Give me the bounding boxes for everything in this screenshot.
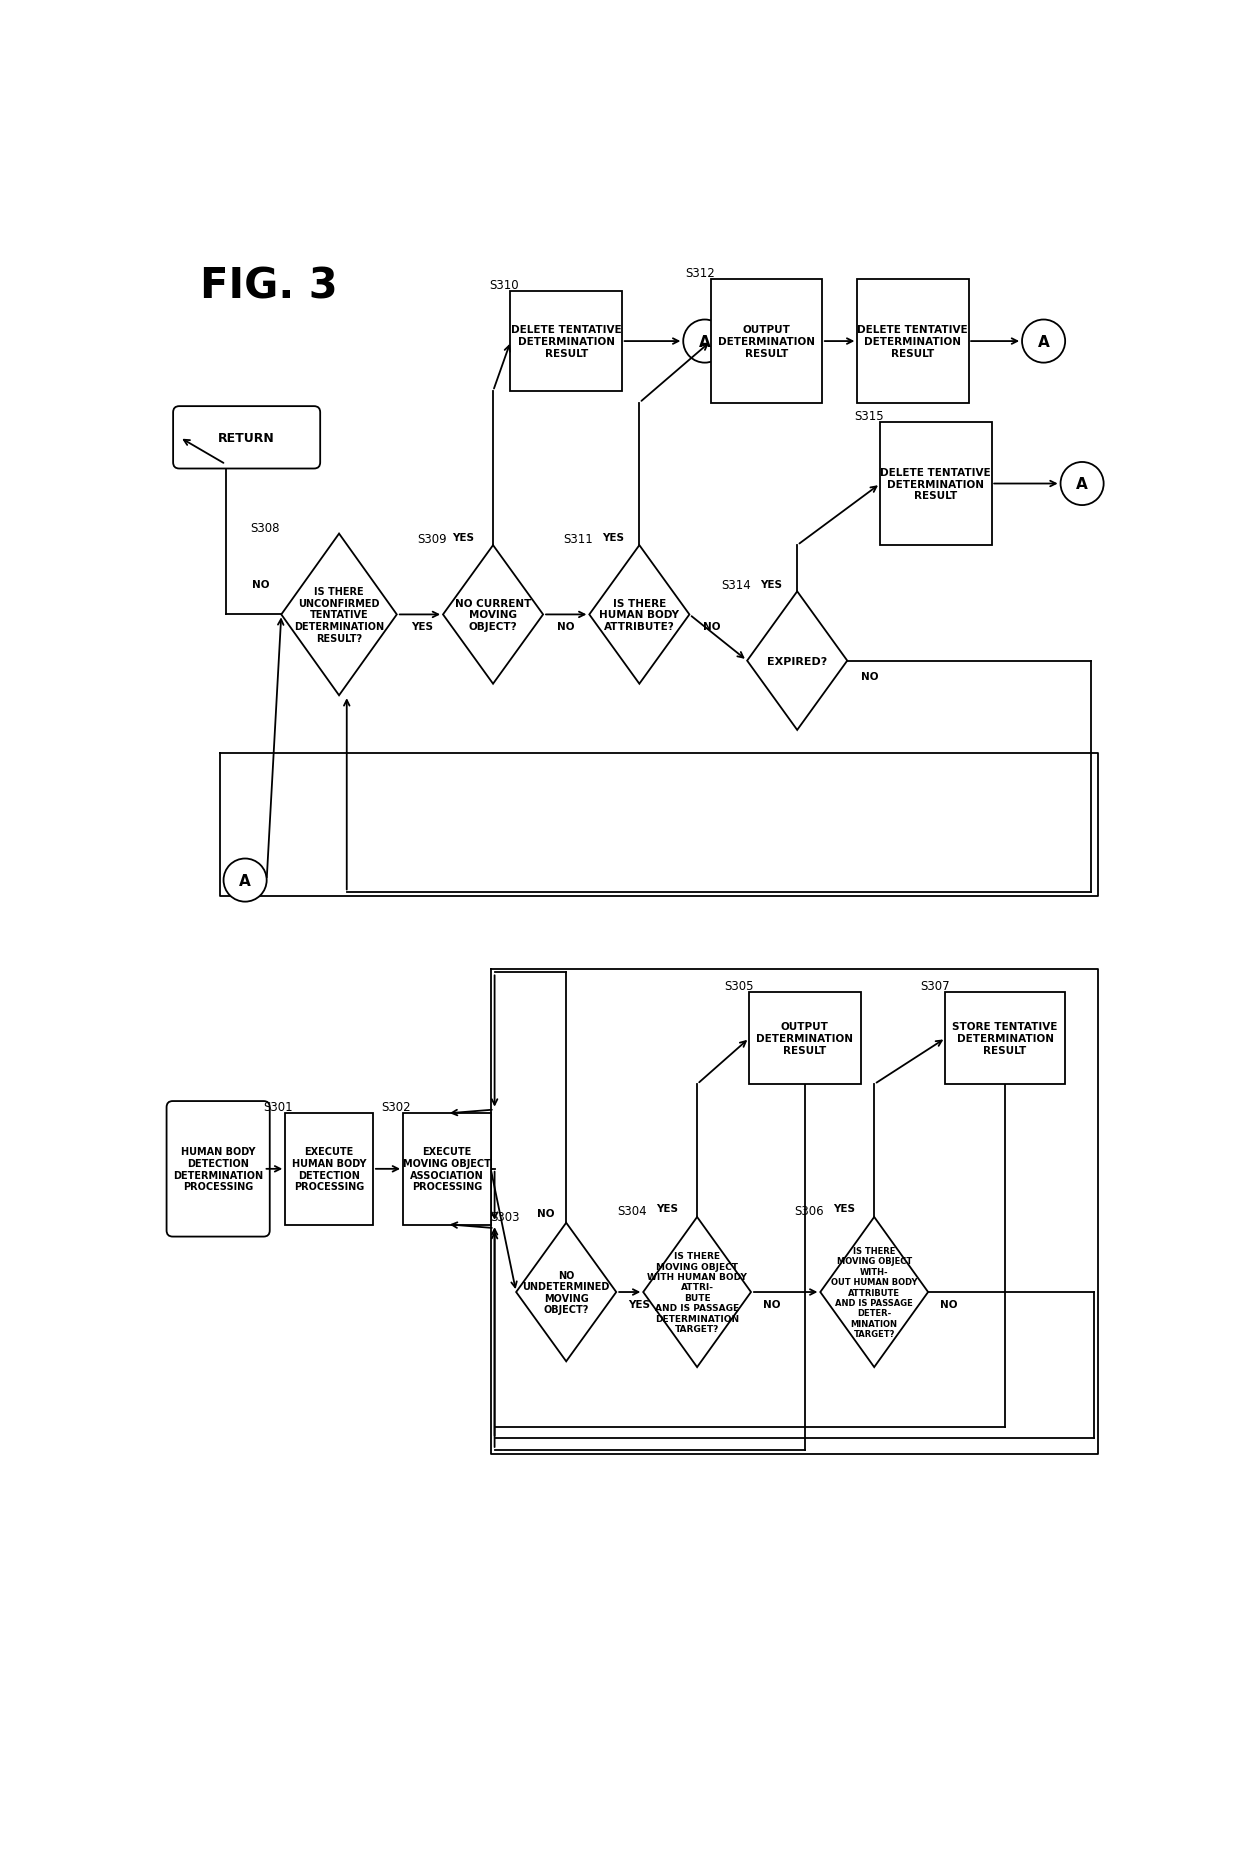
Text: DELETE TENTATIVE
DETERMINATION
RESULT: DELETE TENTATIVE DETERMINATION RESULT [511,325,621,358]
Text: NO: NO [537,1209,554,1219]
Text: YES: YES [410,621,433,633]
Polygon shape [516,1222,616,1362]
Text: NO: NO [940,1298,957,1310]
Text: S302: S302 [381,1100,410,1113]
Text: YES: YES [656,1204,678,1213]
Text: YES: YES [627,1298,650,1310]
Text: NO: NO [557,621,574,633]
Text: EXECUTE
HUMAN BODY
DETECTION
PROCESSING: EXECUTE HUMAN BODY DETECTION PROCESSING [291,1146,366,1191]
FancyBboxPatch shape [857,280,968,403]
Text: YES: YES [451,532,474,544]
Text: A: A [699,334,711,349]
Polygon shape [443,545,543,684]
Text: S303: S303 [491,1209,520,1222]
Text: NO: NO [861,672,879,681]
Text: IS THERE
HUMAN BODY
ATTRIBUTE?: IS THERE HUMAN BODY ATTRIBUTE? [599,599,680,633]
Text: S304: S304 [618,1204,647,1217]
Text: S315: S315 [854,410,884,423]
Text: S306: S306 [795,1204,825,1217]
FancyBboxPatch shape [945,992,1065,1085]
FancyBboxPatch shape [174,406,320,469]
Text: S305: S305 [724,979,754,992]
Text: RETURN: RETURN [218,432,275,445]
Text: YES: YES [760,579,781,590]
FancyBboxPatch shape [403,1113,491,1224]
Circle shape [1060,462,1104,506]
Text: YES: YES [833,1204,854,1213]
Text: S312: S312 [684,267,714,280]
Polygon shape [589,545,689,684]
Text: NO: NO [763,1298,780,1310]
Text: EXECUTE
MOVING OBJECT
ASSOCIATION
PROCESSING: EXECUTE MOVING OBJECT ASSOCIATION PROCES… [403,1146,491,1191]
Polygon shape [748,592,847,731]
Text: IS THERE
MOVING OBJECT
WITH-
OUT HUMAN BODY
ATTRIBUTE
AND IS PASSAGE
DETER-
MINA: IS THERE MOVING OBJECT WITH- OUT HUMAN B… [831,1247,918,1339]
Circle shape [223,859,267,902]
Text: EXPIRED?: EXPIRED? [768,657,827,666]
Text: A: A [1076,477,1087,492]
Text: DELETE TENTATIVE
DETERMINATION
RESULT: DELETE TENTATIVE DETERMINATION RESULT [857,325,968,358]
Text: OUTPUT
DETERMINATION
RESULT: OUTPUT DETERMINATION RESULT [756,1022,853,1055]
FancyBboxPatch shape [166,1102,270,1237]
FancyBboxPatch shape [749,992,861,1085]
Text: S311: S311 [563,532,593,545]
Text: FIG. 3: FIG. 3 [201,265,339,306]
Circle shape [1022,321,1065,364]
Text: DELETE TENTATIVE
DETERMINATION
RESULT: DELETE TENTATIVE DETERMINATION RESULT [880,467,991,501]
Text: NO CURRENT
MOVING
OBJECT?: NO CURRENT MOVING OBJECT? [455,599,531,633]
Text: NO
UNDETERMINED
MOVING
OBJECT?: NO UNDETERMINED MOVING OBJECT? [522,1271,610,1315]
Text: S308: S308 [250,521,280,534]
Text: IS THERE
MOVING OBJECT
WITH HUMAN BODY
ATTRI-
BUTE
AND IS PASSAGE
DETERMINATION
: IS THERE MOVING OBJECT WITH HUMAN BODY A… [647,1252,746,1334]
Text: NO: NO [703,621,720,633]
Text: A: A [239,874,250,889]
FancyBboxPatch shape [511,291,622,391]
Polygon shape [281,534,397,696]
Text: S309: S309 [417,532,446,545]
Polygon shape [644,1217,751,1367]
FancyBboxPatch shape [285,1113,373,1224]
Polygon shape [821,1217,928,1367]
Text: STORE TENTATIVE
DETERMINATION
RESULT: STORE TENTATIVE DETERMINATION RESULT [952,1022,1058,1055]
FancyBboxPatch shape [880,423,992,545]
Text: IS THERE
UNCONFIRMED
TENTATIVE
DETERMINATION
RESULT?: IS THERE UNCONFIRMED TENTATIVE DETERMINA… [294,586,384,644]
Text: OUTPUT
DETERMINATION
RESULT: OUTPUT DETERMINATION RESULT [718,325,815,358]
Text: S314: S314 [722,579,751,592]
FancyBboxPatch shape [711,280,822,403]
Text: NO: NO [252,579,270,590]
Text: S307: S307 [920,979,950,992]
Circle shape [683,321,727,364]
Text: YES: YES [601,532,624,544]
Text: S310: S310 [489,278,518,291]
Text: A: A [1038,334,1049,349]
Text: HUMAN BODY
DETECTION
DETERMINATION
PROCESSING: HUMAN BODY DETECTION DETERMINATION PROCE… [174,1146,263,1191]
Text: S301: S301 [263,1100,293,1113]
